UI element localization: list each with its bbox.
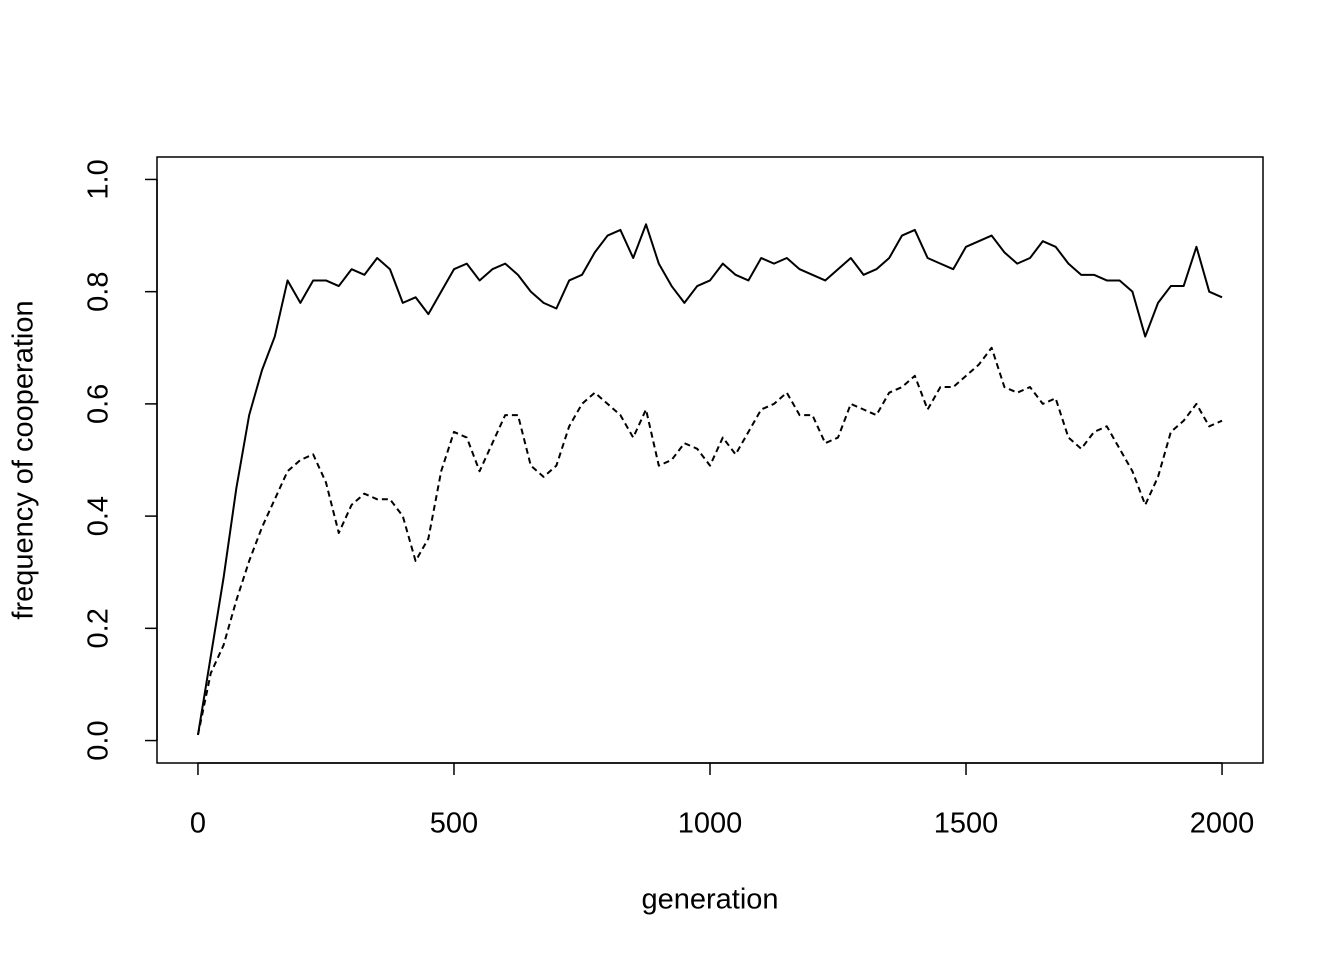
y-tick-label: 1.0: [83, 159, 115, 199]
y-tick-label: 0.4: [83, 496, 115, 536]
y-axis-label: frequency of cooperation: [8, 300, 40, 619]
y-tick-label: 0.6: [83, 384, 115, 424]
series-line: [196, 346, 1223, 736]
y-tick-label: 0.0: [83, 720, 115, 760]
x-tick-label: 0: [190, 808, 206, 840]
x-axis-label: generation: [641, 884, 778, 916]
plot-box: [156, 156, 1264, 764]
x-tick-label: 2000: [1190, 808, 1255, 840]
y-tick-label: 0.2: [83, 608, 115, 648]
y-tick-label: 0.8: [83, 272, 115, 312]
x-tick-label: 1000: [678, 808, 743, 840]
x-tick-label: 1500: [934, 808, 999, 840]
x-tick-label: 500: [430, 808, 478, 840]
series-line: [196, 223, 1223, 736]
